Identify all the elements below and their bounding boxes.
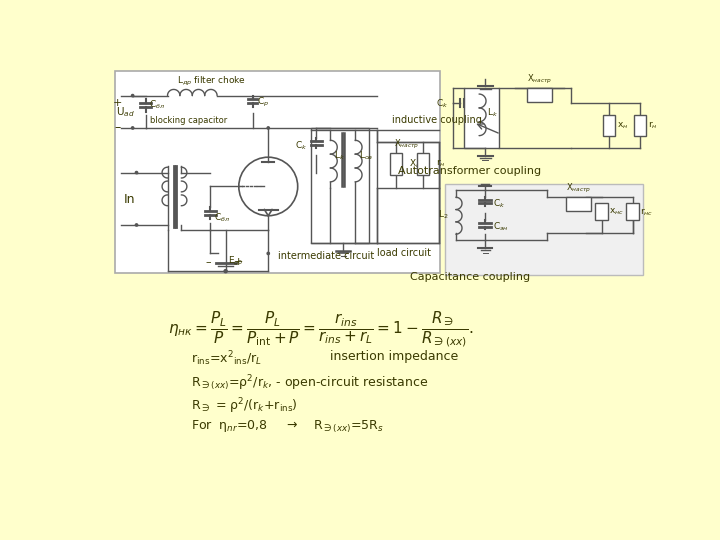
Text: Autotransformer coupling: Autotransformer coupling [398,166,541,176]
FancyBboxPatch shape [114,71,441,273]
Text: For  η$_{nr}$=0,8     →    R$_{\ni(xx)}$=5R$_s$: For η$_{nr}$=0,8 → R$_{\ni(xx)}$=5R$_s$ [191,419,383,435]
Text: L$_{оа}$: L$_{оа}$ [359,150,374,162]
Text: C$_{бл}$: C$_{бл}$ [149,99,165,111]
Bar [603,115,616,137]
Circle shape [132,94,134,97]
Circle shape [267,127,269,129]
Text: L$_k$: L$_k$ [487,106,498,119]
Text: intermediate circuit: intermediate circuit [278,251,374,261]
Circle shape [135,224,138,226]
Bar [595,204,608,220]
Text: –: – [205,257,211,267]
Bar [417,153,429,175]
Text: load circuit: load circuit [377,248,431,258]
FancyBboxPatch shape [377,142,438,244]
Circle shape [224,269,228,273]
Text: X$_н$: X$_н$ [409,157,421,170]
Text: E$_{g0}$: E$_{g0}$ [228,255,243,268]
Text: x$_{нс}$: x$_{нс}$ [609,207,624,217]
Text: +: + [113,98,122,108]
Text: r$_н$: r$_н$ [436,158,446,169]
Text: C$_p$: C$_p$ [256,96,269,109]
Bar [566,197,590,211]
Text: L$_k$: L$_k$ [334,150,345,162]
Text: U$_{аd}$: U$_{аd}$ [116,105,135,119]
Text: C$_k$: C$_k$ [294,139,307,152]
Text: C$_{эн}$: C$_{эн}$ [493,220,509,233]
FancyBboxPatch shape [464,88,499,148]
Text: inductive coupling: inductive coupling [392,115,482,125]
Text: r$_\mathrm{ins}$=x$^2$$_\mathrm{ins}$/r$_L$: r$_\mathrm{ins}$=x$^2$$_\mathrm{ins}$/r$… [191,350,261,368]
Circle shape [132,127,134,129]
Text: L$_{дp}$ filter choke: L$_{дp}$ filter choke [177,75,246,88]
Text: X$_{настр}$: X$_{настр}$ [566,181,591,195]
Text: $\eta_{\mathit{нк}} = \dfrac{P_L}{P} = \dfrac{P_L}{P_{\mathrm{int}}+P} = \dfrac{: $\eta_{\mathit{нк}} = \dfrac{P_L}{P} = \… [168,309,473,349]
Circle shape [135,171,138,174]
Bar [390,153,402,175]
Text: r$_{нс}$: r$_{нс}$ [640,206,654,218]
Text: insertion impedance: insertion impedance [330,350,459,363]
Text: r$_н$: r$_н$ [648,120,657,131]
Text: x$_н$: x$_н$ [617,120,629,131]
Text: C$_{бл}$: C$_{бл}$ [214,211,230,224]
Text: R$_{\ni(xx)}$=ρ$^2$/r$_k$, - open-circuit resistance: R$_{\ni(xx)}$=ρ$^2$/r$_k$, - open-circui… [191,373,428,393]
Text: L$_2$: L$_2$ [438,208,448,221]
Text: X$_{настр}$: X$_{настр}$ [527,73,552,86]
Text: C$_k$: C$_k$ [436,97,448,110]
Text: –: – [114,122,121,134]
FancyBboxPatch shape [445,184,642,275]
Text: blocking capacitor: blocking capacitor [150,116,227,125]
Bar [527,88,552,102]
Text: In: In [123,193,135,206]
Text: Capacitance coupling: Capacitance coupling [410,272,530,282]
Text: X$_{настр}$: X$_{настр}$ [394,138,419,151]
Bar [634,115,647,137]
FancyBboxPatch shape [311,128,369,244]
Text: +: + [234,257,243,267]
Text: R$_\ni$ = ρ$^2$/(r$_k$+r$_\mathrm{ins}$): R$_\ni$ = ρ$^2$/(r$_k$+r$_\mathrm{ins}$) [191,396,297,415]
Bar [626,204,639,220]
Circle shape [267,252,269,254]
Text: C$_k$: C$_k$ [493,197,505,210]
